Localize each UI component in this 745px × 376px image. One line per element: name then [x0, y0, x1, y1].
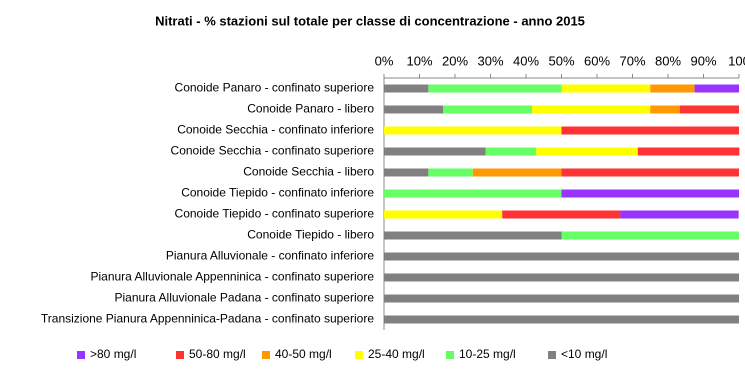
bar-segment: [650, 105, 680, 114]
x-tick-label: 10%: [406, 53, 432, 68]
legend-label: 10-25 mg/l: [459, 347, 516, 361]
legend-label: 50-80 mg/l: [189, 347, 246, 361]
category-label: Conoide Tiepido - confinato inferiore: [181, 186, 374, 200]
bar-segment: [532, 105, 651, 114]
bar-segment: [384, 294, 739, 303]
bar-segment: [384, 231, 562, 240]
bar-segment: [561, 189, 739, 198]
legend-swatch: [262, 351, 270, 359]
legend-swatch: [355, 351, 363, 359]
bar-segment: [679, 105, 739, 114]
bar-segment: [384, 273, 739, 282]
category-label: Transizione Pianura Appenninica-Padana -…: [41, 312, 374, 326]
bar-segment: [384, 126, 562, 135]
bar-segment: [650, 84, 695, 93]
category-label: Pianura Alluvionale Padana - confinato s…: [114, 291, 374, 305]
category-label: Pianura Alluvionale Appenninica - confin…: [90, 270, 374, 284]
bar-segment: [694, 84, 739, 93]
category-label: Conoide Tiepido - confinato superiore: [175, 207, 375, 221]
bar-segment: [428, 168, 473, 177]
bar-segment: [384, 147, 486, 156]
legend-label: >80 mg/l: [90, 347, 136, 361]
x-tick-label: 80%: [655, 53, 681, 68]
bar-segment: [384, 84, 429, 93]
x-tick-label: 0%: [375, 53, 394, 68]
category-label: Conoide Secchia - confinato superiore: [171, 144, 375, 158]
bar-segment: [561, 84, 651, 93]
x-tick-label: 40%: [513, 53, 539, 68]
legend-swatch: [446, 351, 454, 359]
bar-segment: [502, 210, 621, 219]
bar-segment: [561, 231, 739, 240]
x-tick-label: 70%: [619, 53, 645, 68]
category-label: Conoide Panaro - confinato superiore: [175, 81, 375, 95]
category-label: Conoide Secchia - confinato inferiore: [177, 123, 374, 137]
bar-segment: [428, 84, 562, 93]
category-label: Conoide Tiepido - libero: [247, 228, 374, 242]
bar-segment: [472, 168, 562, 177]
bar-segment: [384, 105, 444, 114]
x-tick-label: 20%: [442, 53, 468, 68]
legend-swatch: [548, 351, 556, 359]
bar-segment: [485, 147, 537, 156]
bar-segment: [637, 147, 740, 156]
bar-segment: [443, 105, 533, 114]
bar-segment: [620, 210, 739, 219]
x-tick-label: 50%: [548, 53, 574, 68]
bar-segment: [561, 168, 739, 177]
bar-segment: [561, 126, 739, 135]
legend-label: 25-40 mg/l: [368, 347, 425, 361]
bar-segment: [384, 168, 429, 177]
bar-segment: [384, 189, 562, 198]
legend-label: <10 mg/l: [561, 347, 607, 361]
x-tick-label: 30%: [477, 53, 503, 68]
chart-title: Nitrati - % stazioni sul totale per clas…: [155, 13, 585, 28]
bar-segment: [384, 210, 503, 219]
category-label: Conoide Secchia - libero: [243, 165, 374, 179]
legend-swatch: [77, 351, 85, 359]
bar-segment: [536, 147, 638, 156]
x-tick-label: 60%: [584, 53, 610, 68]
category-label: Pianura Alluvionale - confinato inferior…: [166, 249, 374, 263]
category-label: Conoide Panaro - libero: [247, 102, 374, 116]
x-tick-label: 90%: [690, 53, 716, 68]
legend-swatch: [176, 351, 184, 359]
x-tick-label: 100: [728, 53, 745, 68]
bar-segment: [384, 252, 739, 261]
legend-label: 40-50 mg/l: [275, 347, 332, 361]
bar-segment: [384, 315, 739, 324]
